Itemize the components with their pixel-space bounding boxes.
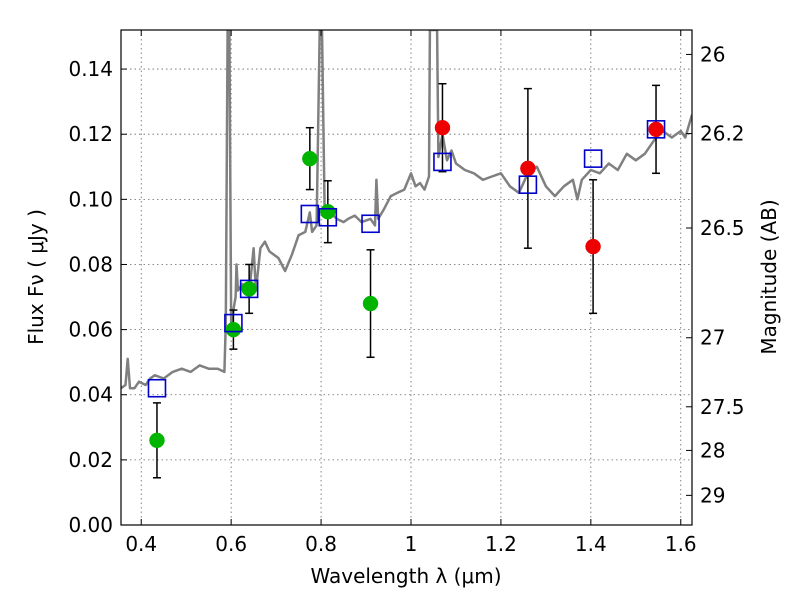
model-photometry-square <box>433 152 452 172</box>
right-axis-label: Magnitude (AB) <box>757 199 781 354</box>
model-spectrum <box>121 30 692 390</box>
right-tick-label: 26.2 <box>700 122 745 146</box>
red-data-point <box>434 119 451 136</box>
y-tick-label: 0.14 <box>68 57 113 81</box>
y-tick-label: 0.10 <box>68 187 113 211</box>
x-axis-label: Wavelength λ (μm) <box>310 564 501 588</box>
green-data-point <box>225 321 242 338</box>
grid <box>121 30 692 525</box>
model-photometry-square <box>224 313 243 333</box>
model-photometry-square <box>518 175 538 194</box>
model-spectrum-line <box>121 30 692 390</box>
red-data-point <box>585 238 601 255</box>
green-data-point <box>362 295 379 312</box>
x-tick-label: 1.4 <box>575 532 607 556</box>
right-tick-label: 26 <box>700 42 725 66</box>
plot-frame <box>120 29 693 526</box>
y-tick-label: 0.12 <box>68 122 113 146</box>
y-tick-label: 0.06 <box>68 318 113 342</box>
data-points <box>147 82 666 479</box>
right-tick-label: 29 <box>700 483 725 507</box>
green-data-point <box>149 432 165 449</box>
model-photometry-square <box>147 378 167 398</box>
model-photometry-square <box>646 120 666 139</box>
model-photometry-square <box>583 149 603 168</box>
x-tick-label: 0.8 <box>305 532 337 556</box>
y-axis-label: Flux Fν ( μJy ) <box>24 209 48 345</box>
y-tick-label: 0.08 <box>68 252 113 276</box>
x-tick-label: 0.4 <box>125 532 157 556</box>
y-tick-label: 0.00 <box>68 513 113 537</box>
right-tick-label: 26.5 <box>700 216 745 240</box>
x-tick-label: 0.6 <box>215 532 247 556</box>
model-photometry-square <box>239 279 259 299</box>
y-tick-label: 0.02 <box>68 448 113 472</box>
y-tick-label: 0.04 <box>68 383 113 407</box>
green-data-point <box>302 150 318 167</box>
x-tick-label: 1 <box>405 532 418 556</box>
model-photometry-square <box>318 207 338 227</box>
red-data-point <box>648 121 664 138</box>
green-data-point <box>241 281 257 297</box>
model-photometry-square <box>361 214 380 234</box>
green-data-point <box>320 203 336 220</box>
right-tick-label: 27 <box>700 326 725 350</box>
red-data-point <box>520 160 536 177</box>
model-photometry-square <box>300 204 320 224</box>
tick-labels: 0.4 0.6 0.8 1 1.2 1.4 1.6 0.00 0.02 0.04 0.06 0.08 0… <box>68 42 744 556</box>
right-tick-label: 28 <box>700 438 725 462</box>
x-tick-label: 1.6 <box>665 532 697 556</box>
x-tick-label: 1.2 <box>485 532 517 556</box>
tick-marks <box>121 30 692 526</box>
right-tick-label: 27.5 <box>700 395 745 419</box>
